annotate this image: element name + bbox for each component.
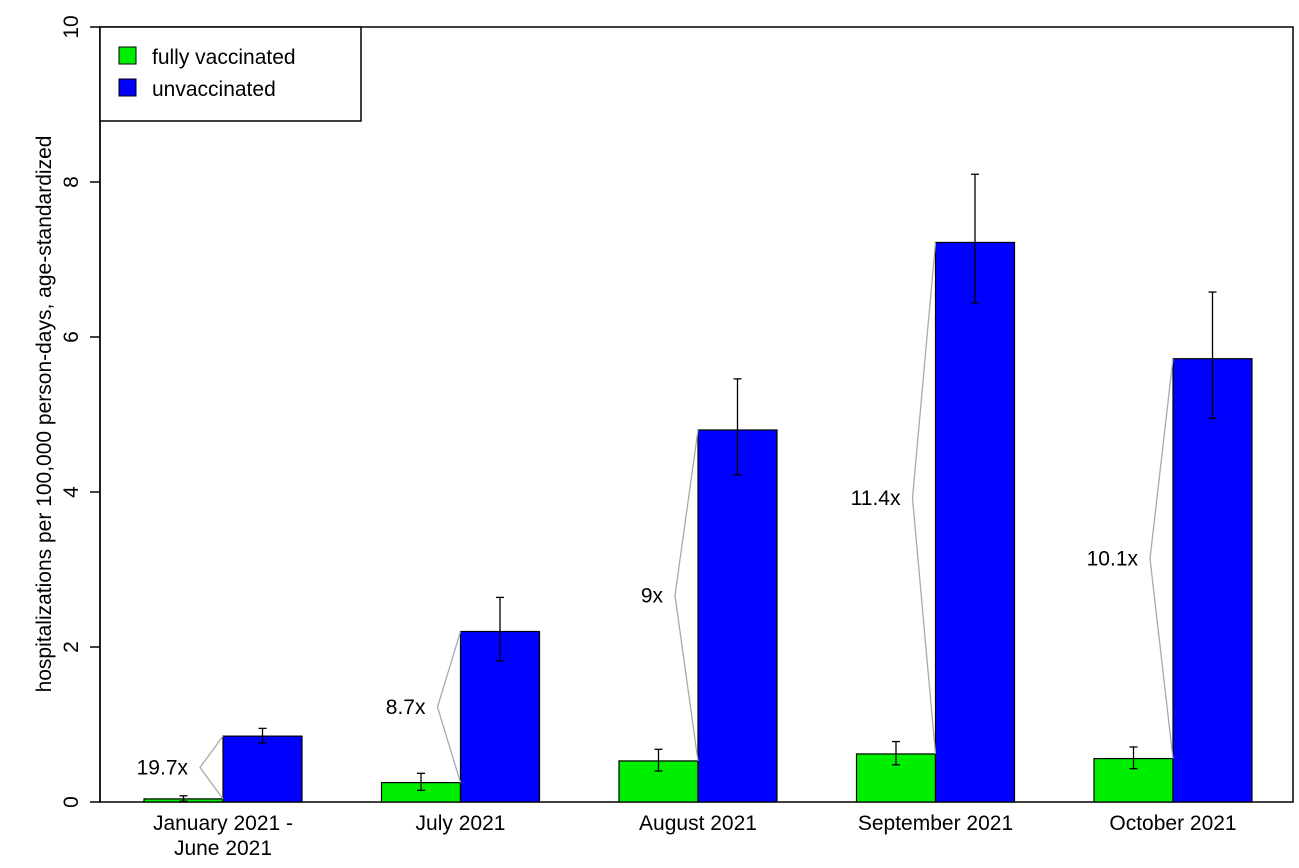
ratio-label: 11.4x (851, 487, 901, 510)
y-axis: 0 2 4 6 8 10 (60, 15, 101, 808)
y-tick-label: 10 (60, 15, 83, 38)
x-tick-label: August 2021 (639, 812, 757, 835)
y-tick-label: 4 (60, 486, 83, 498)
x-tick-label: June 2021 (174, 837, 272, 860)
legend-swatch-fully-vaccinated (118, 46, 137, 65)
ratio-connector (911, 242, 937, 755)
y-tick-label: 8 (60, 176, 83, 188)
legend: fully vaccinated unvaccinated (99, 26, 362, 122)
x-axis: January 2021 -June 2021 July 2021 August 2… (153, 812, 1237, 860)
bar-unvaccinated (1172, 358, 1253, 803)
ratio-label: 19.7x (137, 757, 189, 780)
ratio-label: 9x (641, 584, 664, 607)
x-tick-label: July 2021 (416, 812, 506, 835)
error-bars (179, 173, 1217, 802)
x-tick-label: September 2021 (858, 812, 1013, 835)
y-tick-label: 2 (60, 641, 83, 653)
ratio-connector (436, 631, 462, 783)
bar-fully-vaccinated (618, 760, 699, 803)
y-axis-title: hospitalizations per 100,000 person-days… (33, 136, 56, 693)
bar-unvaccinated (222, 735, 303, 803)
ratio-label: 8.7x (386, 696, 426, 719)
x-tick-label: October 2021 (1109, 812, 1236, 835)
legend-label-fully-vaccinated: fully vaccinated (152, 46, 296, 69)
y-tick-label: 6 (60, 331, 83, 343)
bar-unvaccinated (697, 429, 778, 803)
ratio-label: 10.1x (1087, 548, 1139, 571)
legend-box (99, 26, 362, 122)
ratio-connector (199, 735, 224, 800)
bar-unvaccinated (934, 241, 1016, 803)
x-tick-label: January 2021 - (153, 812, 293, 835)
legend-swatch-unvaccinated (118, 78, 137, 97)
ratio-connectors: 19.7x 8.7x 9x 11.4x 10.1x (137, 242, 1174, 800)
bars (143, 241, 1253, 803)
plot-frame (99, 26, 1294, 803)
legend-label-unvaccinated: unvaccinated (152, 78, 276, 101)
ratio-connector (1149, 358, 1174, 759)
ratio-connector (674, 429, 699, 762)
y-tick-label: 0 (60, 796, 83, 808)
bar-fully-vaccinated (1093, 757, 1174, 803)
